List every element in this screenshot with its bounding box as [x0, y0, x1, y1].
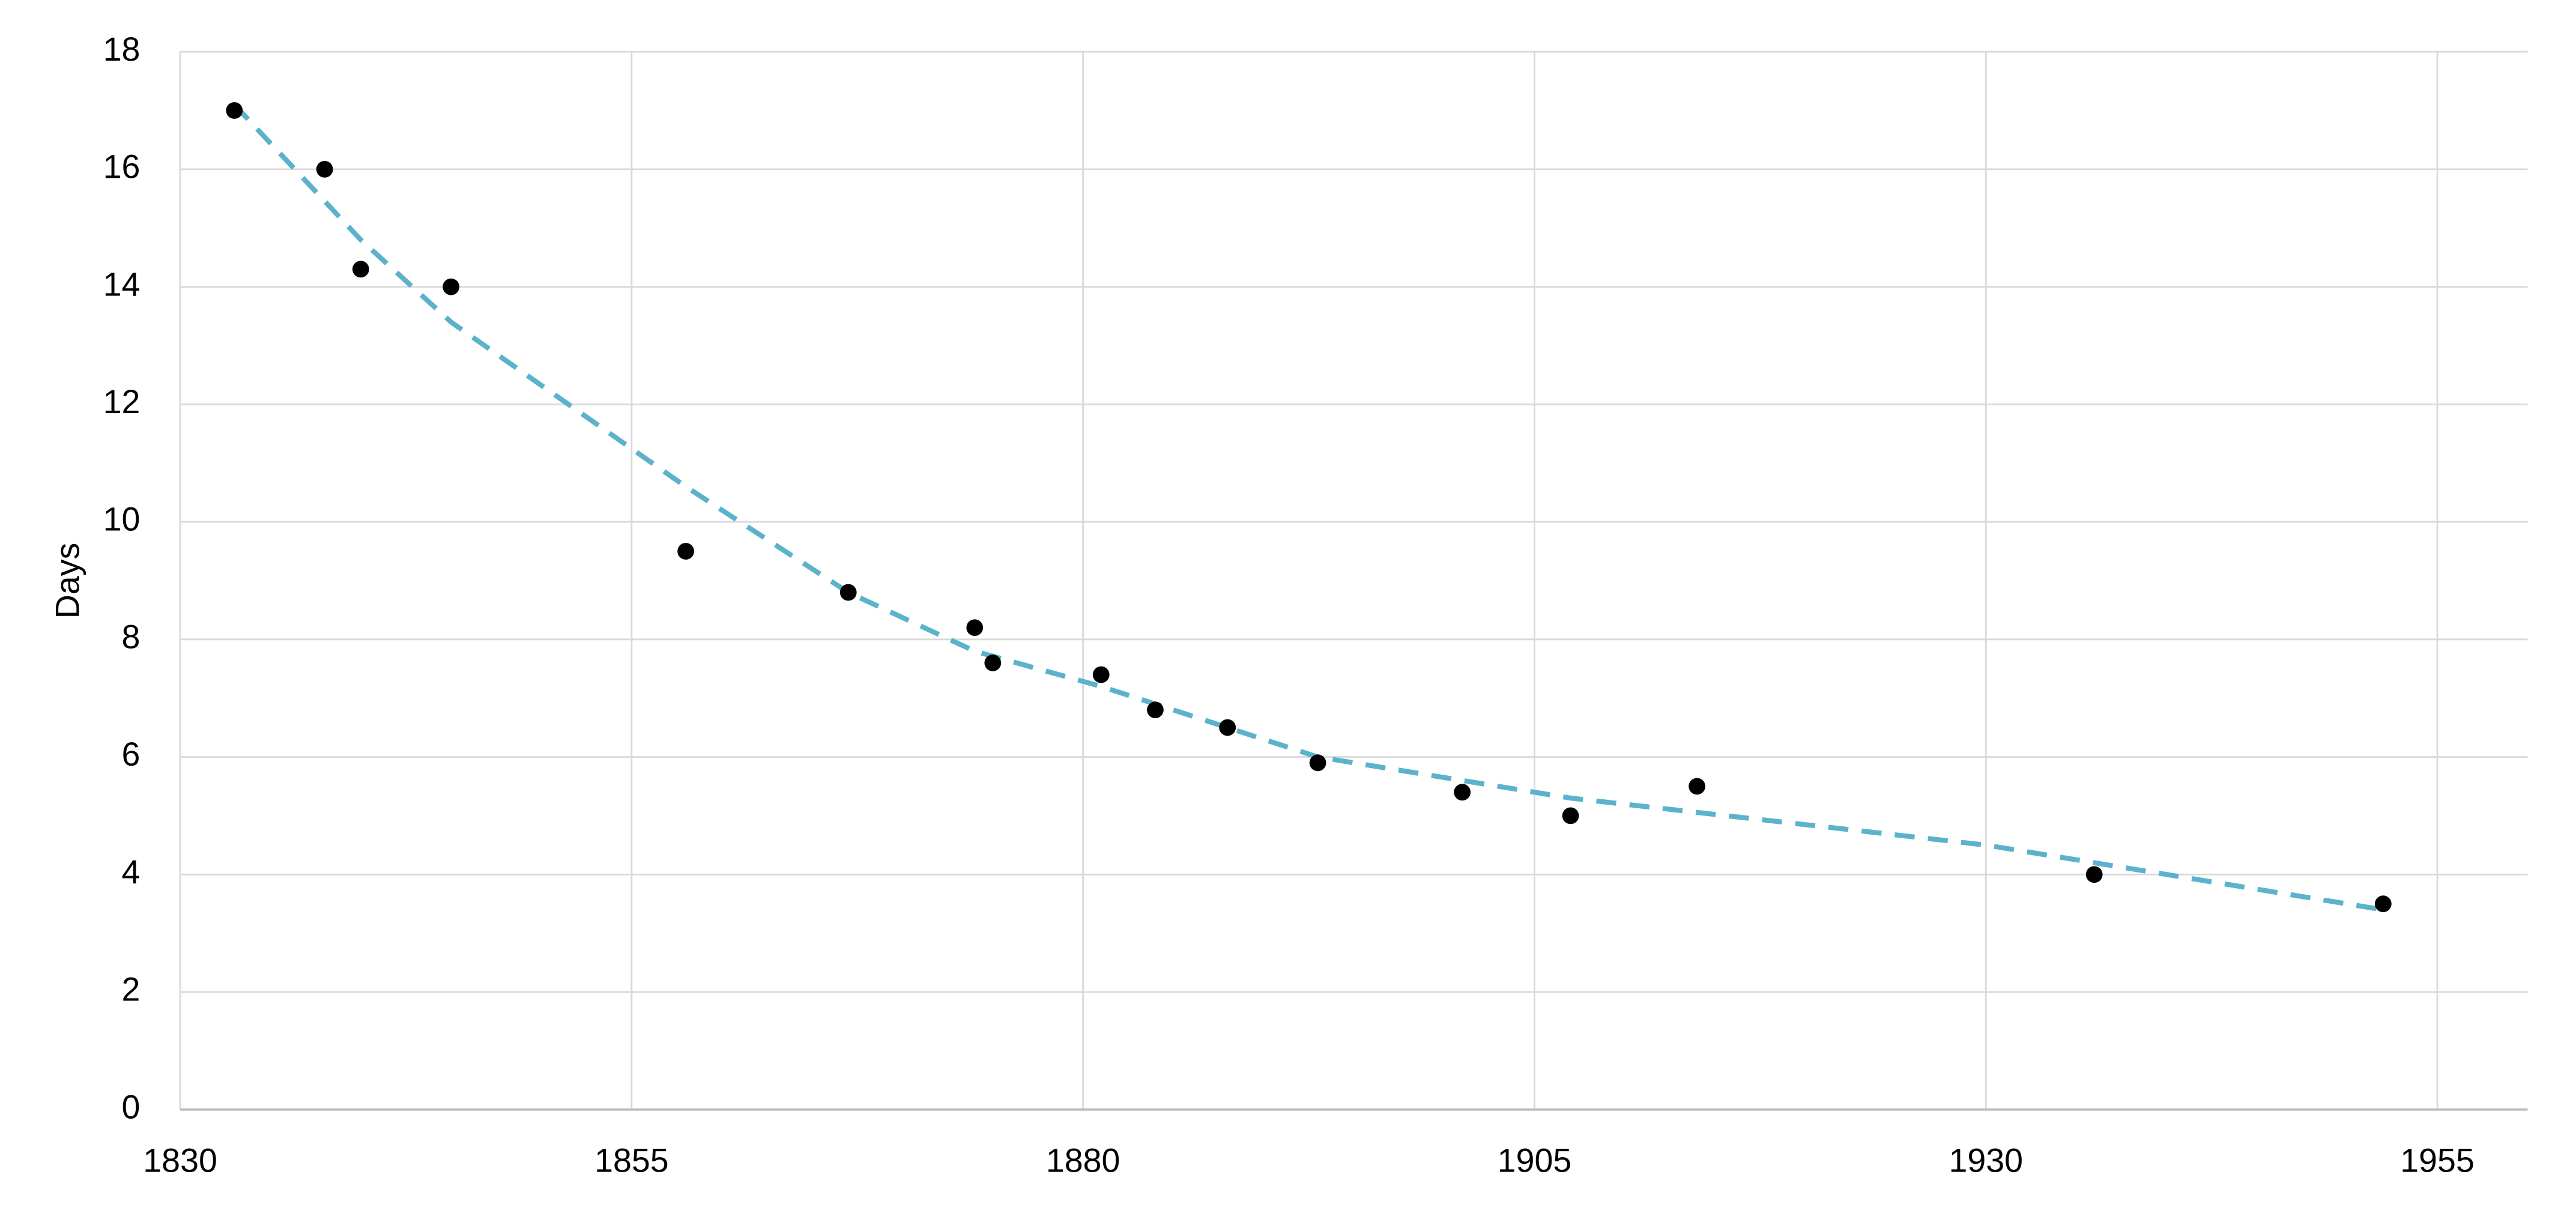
y-tick-label: 2 [121, 971, 140, 1008]
x-tick-label: 1880 [1046, 1142, 1120, 1179]
data-point [443, 278, 460, 295]
data-point [226, 102, 243, 119]
data-point [677, 543, 694, 560]
x-tick-label: 1930 [1949, 1142, 2023, 1179]
data-point [1454, 784, 1471, 801]
data-point [1147, 701, 1164, 719]
y-tick-label: 10 [103, 501, 141, 538]
data-point [1219, 719, 1236, 736]
y-axis-label: Days [49, 543, 86, 619]
data-point [352, 261, 369, 278]
trend-line [232, 103, 2384, 913]
data-point [316, 160, 333, 178]
y-tick-label: 6 [121, 736, 140, 773]
data-point [839, 584, 857, 601]
y-tick-label: 16 [103, 148, 141, 186]
x-tick-label: 1955 [2400, 1142, 2475, 1179]
x-tick-label: 1855 [594, 1142, 669, 1179]
x-tick-label: 1830 [143, 1142, 217, 1179]
data-point [966, 619, 984, 637]
data-point [1092, 666, 1110, 683]
y-tick-label: 18 [103, 31, 141, 68]
data-point [2085, 866, 2103, 883]
y-tick-label: 14 [103, 265, 141, 303]
data-point [1562, 807, 1579, 824]
data-point [984, 655, 1002, 671]
y-tick-label: 8 [121, 618, 140, 655]
y-tick-label: 4 [121, 853, 140, 891]
data-point [1689, 778, 1706, 795]
y-tick-label: 12 [103, 383, 141, 420]
x-tick-label: 1905 [1498, 1142, 1572, 1179]
data-point [1309, 754, 1326, 772]
y-tick-label: 0 [121, 1088, 140, 1125]
data-point [2374, 895, 2392, 913]
